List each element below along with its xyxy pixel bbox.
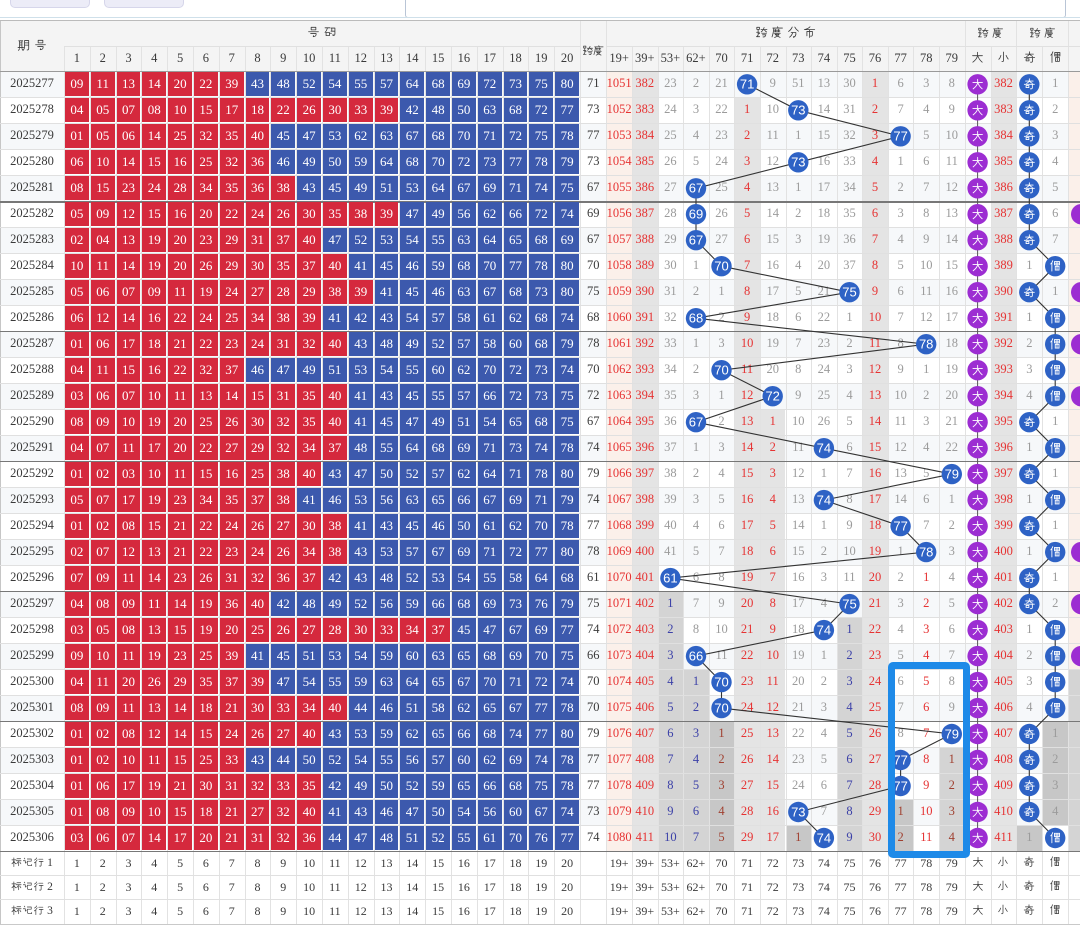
svg-text:79: 79 <box>945 467 959 482</box>
svg-text:75: 75 <box>842 597 856 612</box>
svg-text:68: 68 <box>689 311 703 326</box>
svg-text:70: 70 <box>714 701 728 716</box>
svg-text:77: 77 <box>893 129 907 144</box>
svg-text:73: 73 <box>791 804 805 819</box>
svg-text:79: 79 <box>945 726 959 741</box>
svg-text:77: 77 <box>893 519 907 534</box>
svg-text:74: 74 <box>817 441 831 456</box>
svg-text:75: 75 <box>842 285 856 300</box>
svg-text:66: 66 <box>689 649 703 664</box>
svg-text:71: 71 <box>740 77 754 92</box>
svg-text:74: 74 <box>817 493 831 508</box>
svg-text:78: 78 <box>919 337 933 352</box>
svg-text:77: 77 <box>893 778 907 793</box>
svg-text:70: 70 <box>714 675 728 690</box>
svg-text:67: 67 <box>689 181 703 196</box>
svg-text:70: 70 <box>714 363 728 378</box>
svg-text:70: 70 <box>714 259 728 274</box>
svg-text:73: 73 <box>791 103 805 118</box>
svg-text:78: 78 <box>919 545 933 560</box>
svg-text:74: 74 <box>817 623 831 638</box>
svg-text:61: 61 <box>663 571 677 586</box>
svg-text:72: 72 <box>765 389 779 404</box>
svg-text:74: 74 <box>817 830 831 845</box>
svg-text:77: 77 <box>893 752 907 767</box>
svg-text:67: 67 <box>689 415 703 430</box>
svg-text:73: 73 <box>791 155 805 170</box>
svg-text:69: 69 <box>689 207 703 222</box>
svg-text:67: 67 <box>689 233 703 248</box>
